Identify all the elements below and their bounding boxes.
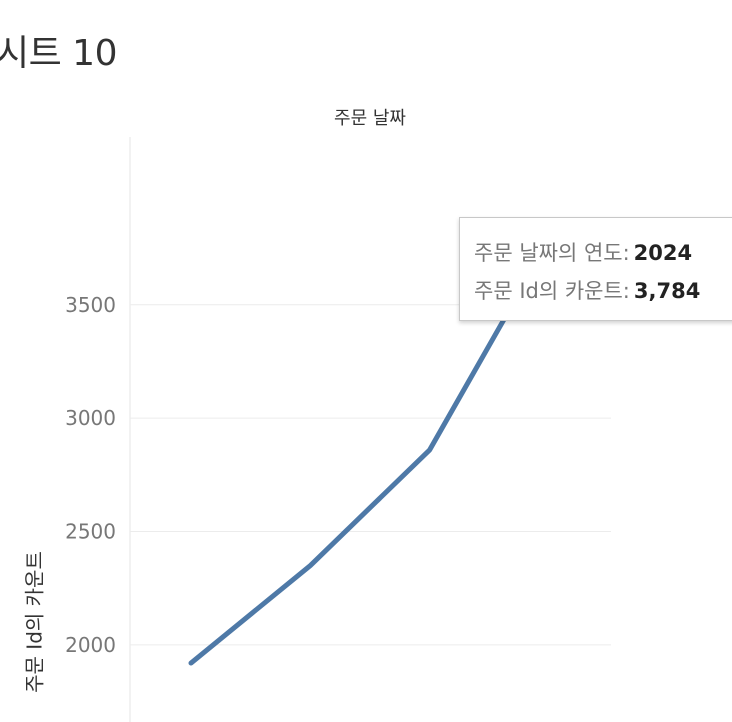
y-tick-label: 2000 — [65, 633, 116, 657]
tooltip-row-count: 주문 Id의 카운트: 3,784 — [474, 272, 732, 310]
y-tick-label: 3500 — [65, 293, 116, 317]
chart-header: 주문 날짜 — [334, 108, 406, 129]
y-axis-ticks: 2000 2500 3000 3500 — [65, 293, 116, 657]
tooltip-count-value: 3,784 — [633, 279, 701, 303]
tooltip-year-label: 주문 날짜의 연도: — [474, 241, 630, 265]
y-tick-label: 3000 — [65, 406, 116, 430]
data-tooltip: 주문 날짜의 연도: 2024 주문 Id의 카운트: 3,784 — [459, 217, 732, 321]
y-tick-label: 2500 — [65, 520, 116, 544]
tooltip-year-value: 2024 — [633, 241, 693, 265]
tooltip-row-year: 주문 날짜의 연도: 2024 — [474, 234, 732, 272]
tooltip-count-label: 주문 Id의 카운트: — [474, 279, 630, 303]
sheet-title: 시트 10 — [0, 33, 118, 74]
series-line — [188, 237, 552, 666]
